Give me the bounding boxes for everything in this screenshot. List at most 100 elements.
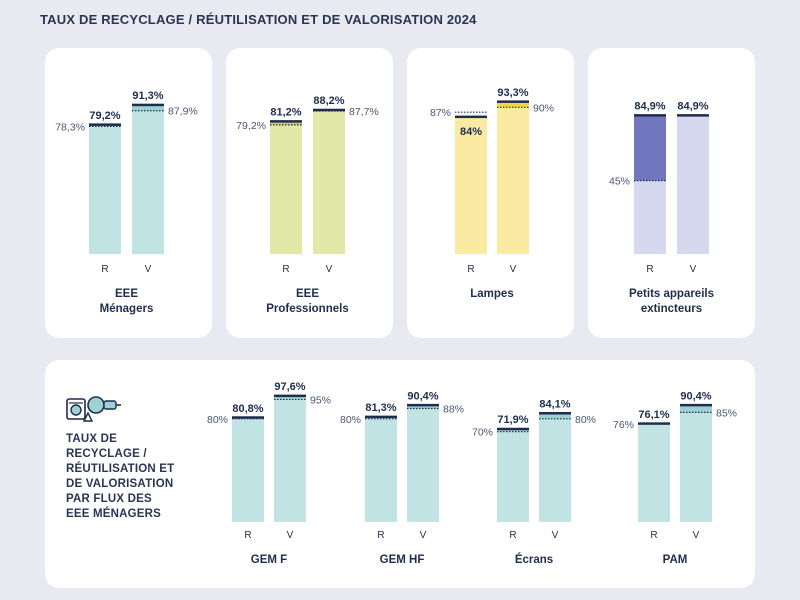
category-label: R xyxy=(282,264,289,275)
value-label: 84,9% xyxy=(677,101,708,113)
bar-cap xyxy=(407,403,439,407)
chart-name: Lampes xyxy=(470,288,513,300)
bar xyxy=(270,121,302,254)
side-line: RÉUTILISATION ET xyxy=(66,463,175,475)
bar xyxy=(680,405,712,522)
chart-name: EEE xyxy=(115,288,138,300)
value-label: 84% xyxy=(460,126,482,138)
side-line: TAUX DE xyxy=(66,433,118,445)
chart-name: Petits appareils xyxy=(629,288,714,300)
bar xyxy=(232,417,264,522)
bar-surplus xyxy=(680,405,712,413)
chart-name: EEE xyxy=(296,288,319,300)
bar-cap xyxy=(89,123,121,126)
category-label: V xyxy=(510,264,517,275)
value-label: 93,3% xyxy=(497,87,528,99)
objective-label: 87% xyxy=(430,107,451,119)
bar-surplus xyxy=(132,105,164,111)
bar-cap xyxy=(274,394,306,398)
objective-label: 78,3% xyxy=(55,121,85,133)
card-flux-eee-menagers xyxy=(45,360,755,588)
category-label: V xyxy=(420,530,427,541)
objective-label: 88% xyxy=(443,403,464,415)
bar-surplus xyxy=(407,405,439,409)
card-petits-appareils xyxy=(588,48,755,338)
category-label: V xyxy=(690,264,697,275)
objective-label: 80% xyxy=(575,414,596,426)
bar xyxy=(132,105,164,254)
value-label: 81,3% xyxy=(365,402,396,414)
side-line: RECYCLAGE / xyxy=(66,448,147,460)
objective-label: 87,7% xyxy=(349,106,379,118)
bar xyxy=(497,429,529,522)
bar-cap xyxy=(497,100,529,103)
page-title: TAUX DE RECYCLAGE / RÉUTILISATION ET DE … xyxy=(40,12,477,27)
objective-label: 90% xyxy=(533,102,554,114)
bar xyxy=(365,417,397,522)
value-label: 80,8% xyxy=(232,403,263,415)
bar xyxy=(89,124,121,255)
side-line: EEE MÉNAGERS xyxy=(66,508,162,520)
bar-segment xyxy=(634,115,666,181)
value-label: 84,9% xyxy=(634,101,665,113)
bar-cap xyxy=(270,120,302,123)
bar-surplus xyxy=(497,429,529,432)
side-description: TAUX DE RECYCLAGE / RÉUTILISATION ET DE … xyxy=(66,432,206,522)
chart-name: Ménagers xyxy=(100,303,154,315)
chart-name: extincteurs xyxy=(641,303,702,315)
chart-name: Écrans xyxy=(515,553,553,566)
chart-name: PAM xyxy=(663,554,688,566)
value-label: 76,1% xyxy=(638,409,669,421)
value-label: 88,2% xyxy=(313,95,344,107)
card-lampes xyxy=(407,48,574,338)
objective-label: 85% xyxy=(716,407,737,419)
bar xyxy=(638,423,670,522)
bar-cap xyxy=(365,415,397,419)
objective-label: 76% xyxy=(613,419,634,431)
bar-cap xyxy=(680,403,712,407)
value-label: 84,1% xyxy=(539,399,570,411)
bar-cap xyxy=(677,114,709,117)
side-line: PAR FLUX DES xyxy=(66,493,152,505)
value-label: 90,4% xyxy=(407,390,438,402)
objective-label: 45% xyxy=(609,176,630,188)
value-label: 81,2% xyxy=(270,107,301,119)
card-eee-professionnels xyxy=(226,48,393,338)
chart-name: GEM F xyxy=(251,554,287,566)
bar xyxy=(677,115,709,254)
category-label: R xyxy=(646,264,653,275)
objective-label: 80% xyxy=(340,414,361,426)
bar-surplus xyxy=(274,396,306,400)
chart-name: GEM HF xyxy=(380,554,425,566)
appliance-icon xyxy=(66,393,122,423)
bar xyxy=(539,413,571,522)
value-label: 90,4% xyxy=(680,390,711,402)
objective-label: 95% xyxy=(310,394,331,406)
bar xyxy=(407,405,439,522)
objective-label: 87,9% xyxy=(168,106,198,118)
category-label: V xyxy=(326,264,333,275)
bar xyxy=(274,396,306,522)
bar-surplus xyxy=(539,413,571,419)
category-label: R xyxy=(101,264,108,275)
bar-cap xyxy=(455,115,487,119)
side-line: DE VALORISATION xyxy=(66,478,174,490)
bar xyxy=(497,101,529,255)
category-label: R xyxy=(467,264,474,275)
category-label: R xyxy=(244,530,251,541)
category-label: R xyxy=(377,530,384,541)
bar-surplus xyxy=(497,101,529,108)
bar-cap xyxy=(313,108,345,112)
category-label: V xyxy=(552,530,559,541)
category-label: R xyxy=(509,530,516,541)
category-label: R xyxy=(650,530,657,541)
value-label: 71,9% xyxy=(497,414,528,426)
bar xyxy=(455,117,487,254)
value-label: 97,6% xyxy=(274,381,305,393)
bar-cap xyxy=(497,427,529,431)
category-label: V xyxy=(287,530,294,541)
objective-label: 70% xyxy=(472,427,493,439)
bar-cap xyxy=(132,103,164,107)
objective-label: 79,2% xyxy=(236,120,266,132)
bar-surplus xyxy=(270,121,302,125)
